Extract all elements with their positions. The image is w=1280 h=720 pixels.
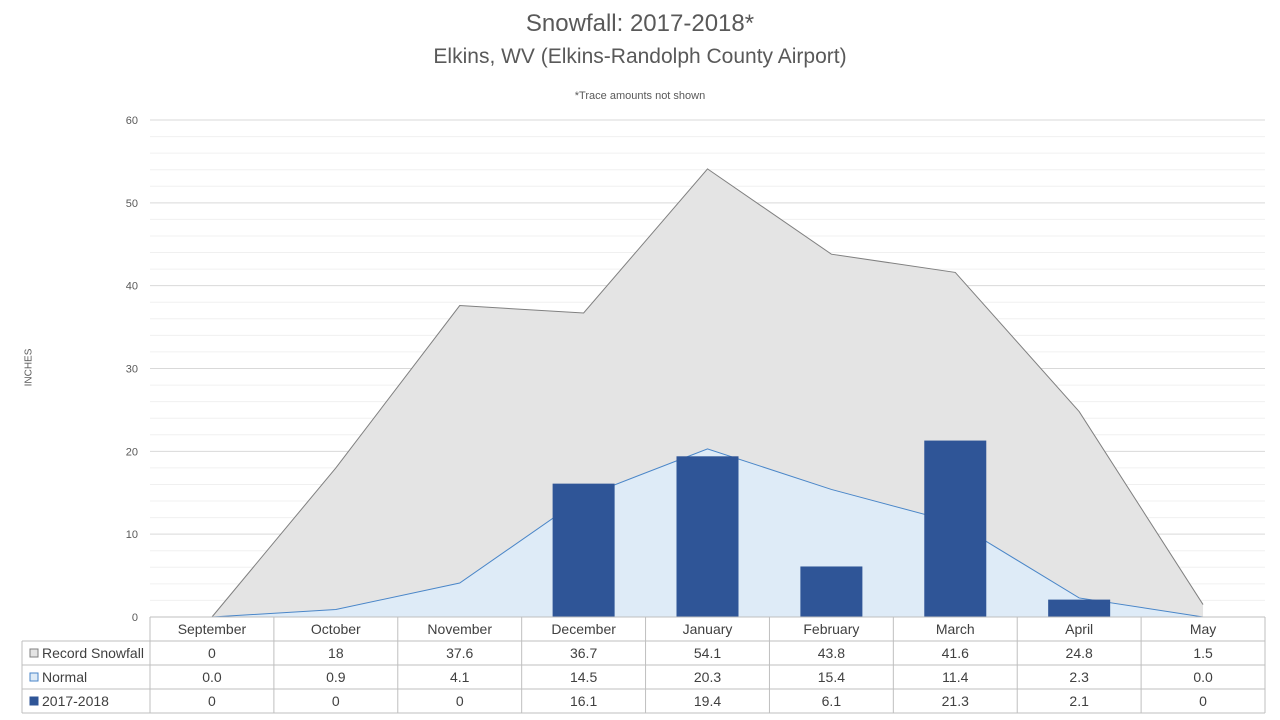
area-line-record-snowfall (211, 168, 1204, 618)
y-tick-label: 20 (126, 446, 138, 458)
bar-april (1048, 599, 1111, 617)
y-tick-label: 50 (126, 198, 138, 210)
data-table: September October November December January F… (21, 616, 1266, 714)
table-cell: 41.6 (942, 645, 969, 661)
y-tick-label: 60 (126, 115, 138, 127)
chart-title: Snowfall: 2017-2018* (525, 10, 755, 37)
category-label: January (683, 621, 733, 637)
table-cell: 19.4 (694, 693, 721, 709)
category-label: February (803, 621, 859, 637)
table-cell: 0 (332, 693, 340, 709)
bar-february (800, 566, 863, 617)
table-cell: 2.1 (1069, 693, 1089, 709)
legend-key-2017-2018 (29, 696, 39, 706)
y-tick-label: 40 (126, 281, 138, 293)
table-cell: 0.0 (202, 669, 222, 685)
bar-january (676, 456, 739, 617)
legend-label: Record Snowfall (42, 645, 144, 661)
category-label: October (311, 621, 361, 637)
table-cell: 36.7 (570, 645, 597, 661)
table-cell: 20.3 (694, 669, 721, 685)
category-label: November (427, 621, 492, 637)
table-cell: 18 (328, 645, 344, 661)
y-axis-ticks: 0 10 20 30 40 50 60 (126, 115, 138, 624)
category-label: April (1065, 621, 1093, 637)
table-cell: 14.5 (570, 669, 597, 685)
chart-note: *Trace amounts not shown (574, 90, 706, 102)
y-tick-label: 10 (126, 529, 138, 541)
category-label: December (551, 621, 616, 637)
legend-key-normal (29, 672, 39, 682)
legend-label: 2017-2018 (42, 693, 109, 709)
legend-key-record-snowfall (29, 648, 39, 658)
table-cell: 4.1 (450, 669, 470, 685)
table-cell: 24.8 (1066, 645, 1093, 661)
table-cell: 54.1 (694, 645, 721, 661)
table-cell: 0.9 (326, 669, 346, 685)
table-cell: 16.1 (570, 693, 597, 709)
bar-march (924, 440, 987, 617)
category-label: May (1190, 621, 1216, 637)
legend-label: Normal (42, 669, 87, 685)
table-cell: 43.8 (818, 645, 845, 661)
chart-subtitle: Elkins, WV (Elkins-Randolph County Airpo… (433, 45, 847, 68)
category-label: March (936, 621, 975, 637)
bar-series (552, 440, 1111, 617)
table-cell: 1.5 (1193, 645, 1213, 661)
y-tick-label: 0 (132, 612, 138, 624)
table-cell: 0.0 (1193, 669, 1213, 685)
table-cell: 6.1 (822, 693, 842, 709)
table-cell: 2.3 (1069, 669, 1089, 685)
category-label: September (178, 621, 247, 637)
y-tick-label: 30 (126, 364, 138, 376)
area-line-normal (211, 448, 1204, 618)
table-cell: 21.3 (942, 693, 969, 709)
bar-december (552, 483, 615, 617)
table-cell: 0 (1199, 693, 1207, 709)
table-cell: 0 (208, 645, 216, 661)
table-cell: 0 (208, 693, 216, 709)
table-cell: 11.4 (942, 669, 968, 685)
table-cell: 15.4 (818, 669, 845, 685)
table-cell: 0 (456, 693, 464, 709)
table-cell: 37.6 (446, 645, 473, 661)
